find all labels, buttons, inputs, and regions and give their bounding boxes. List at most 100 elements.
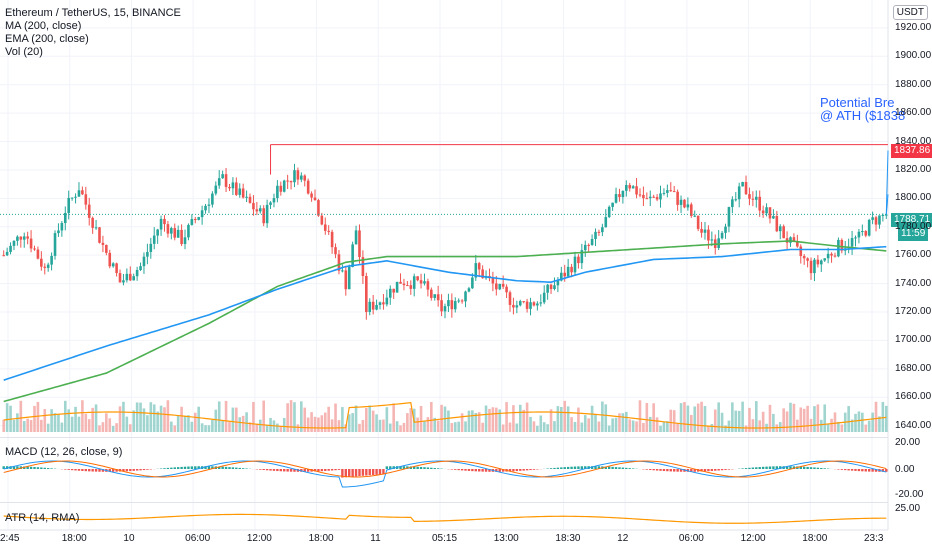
candle: [173, 228, 177, 238]
macd-tick-bottom: -20.00: [895, 489, 924, 500]
candle: [700, 228, 703, 233]
macd-histogram-bar: [221, 466, 224, 469]
volume-bar: [573, 421, 577, 432]
price-tick: 1640.00: [895, 419, 932, 431]
macd-histogram-bar: [399, 466, 402, 469]
candle: [443, 306, 447, 312]
candle: [368, 301, 372, 312]
macd-histogram-bar: [789, 466, 792, 469]
candle: [207, 204, 211, 206]
macd-histogram-bar: [197, 466, 200, 469]
volume-bar: [556, 406, 560, 432]
macd-histogram-bar: [88, 469, 91, 472]
candle: [796, 241, 799, 247]
candle: [464, 291, 467, 302]
macd-histogram-bar: [378, 469, 382, 475]
volume-bar: [238, 417, 242, 432]
volume-bar: [183, 415, 187, 432]
macd-histogram-bar: [163, 468, 166, 469]
candle: [22, 236, 26, 240]
candle: [628, 184, 632, 189]
candle: [43, 266, 47, 268]
volume-bar: [29, 419, 33, 432]
volume-bar: [2, 419, 6, 432]
candle: [696, 215, 700, 229]
macd-histogram-bar: [70, 469, 74, 471]
candle: [813, 259, 816, 274]
candle: [522, 301, 525, 303]
candle: [505, 286, 508, 293]
candle: [50, 255, 53, 265]
candle: [731, 199, 734, 208]
macd-histogram-bar: [649, 469, 652, 470]
volume-bar: [871, 412, 874, 432]
ema-legend[interactable]: EMA (200, close): [5, 33, 89, 45]
volume-bar: [282, 418, 286, 432]
candle: [53, 233, 57, 256]
atr-separator[interactable]: [0, 502, 888, 503]
volume-bar: [180, 406, 183, 432]
candle: [19, 236, 23, 240]
candle: [248, 196, 252, 203]
macd-histogram-bar: [269, 469, 272, 471]
macd-histogram-bar: [867, 469, 871, 472]
macd-separator[interactable]: [0, 437, 888, 438]
macd-histogram-bar: [772, 466, 775, 469]
volume-bar: [802, 408, 806, 432]
candle: [317, 200, 320, 216]
candle: [734, 199, 738, 201]
candle: [754, 196, 758, 200]
annotation-line1[interactable]: Potential Bre: [820, 95, 895, 110]
candle: [861, 231, 864, 233]
vol-legend[interactable]: Vol (20): [5, 46, 43, 58]
ma-legend[interactable]: MA (200, close): [5, 20, 82, 32]
candle: [556, 280, 560, 286]
volume-bar: [392, 403, 395, 432]
symbol-title[interactable]: Ethereum / TetherUS, 15, BINANCE: [5, 7, 181, 19]
macd-legend[interactable]: MACD (12, 26, close, 9): [5, 446, 123, 458]
candle: [758, 196, 762, 211]
candle: [474, 263, 478, 278]
volume-bar: [707, 425, 710, 432]
volume-bar: [703, 406, 707, 432]
volume-bar: [433, 417, 437, 432]
candle: [269, 202, 272, 205]
volume-bar: [214, 409, 218, 432]
candle: [118, 273, 122, 283]
candle: [679, 199, 683, 205]
time-tick: 18:00: [61, 533, 87, 544]
macd-histogram-bar: [850, 469, 854, 471]
macd-histogram-bar: [173, 467, 176, 469]
volume-bars: [2, 400, 888, 432]
macd-histogram-bar: [406, 466, 409, 469]
candle: [573, 256, 577, 273]
macd-histogram-bar: [864, 469, 867, 472]
macd-histogram-bar: [36, 467, 40, 469]
candle: [211, 193, 214, 205]
candle: [63, 212, 67, 224]
volume-bar: [187, 415, 190, 432]
macd-histogram-bar: [631, 468, 635, 469]
candle: [553, 285, 556, 289]
currency-selector[interactable]: USDT: [892, 5, 928, 20]
annotation-line2[interactable]: @ ATH ($1838: [820, 108, 906, 123]
candle: [91, 217, 94, 228]
volume-bar: [864, 424, 868, 432]
macd-histogram-bar: [265, 469, 269, 471]
macd-histogram-bar: [180, 466, 183, 469]
volume-bar: [727, 420, 731, 432]
volume-bar: [789, 402, 792, 432]
macd-histogram-bar: [77, 469, 81, 471]
macd-histogram-bar: [317, 469, 320, 472]
volume-bar: [652, 403, 655, 432]
macd-histogram-bar: [218, 466, 221, 469]
macd-histogram-bar: [204, 466, 207, 469]
candle: [467, 288, 471, 292]
macd-histogram-bar: [874, 469, 878, 472]
candle: [426, 281, 430, 290]
atr-legend[interactable]: ATR (14, RMA): [5, 512, 80, 524]
price-tick: 1920.00: [895, 21, 932, 33]
macd-histogram-bar: [262, 469, 265, 471]
volume-bar: [317, 417, 320, 432]
